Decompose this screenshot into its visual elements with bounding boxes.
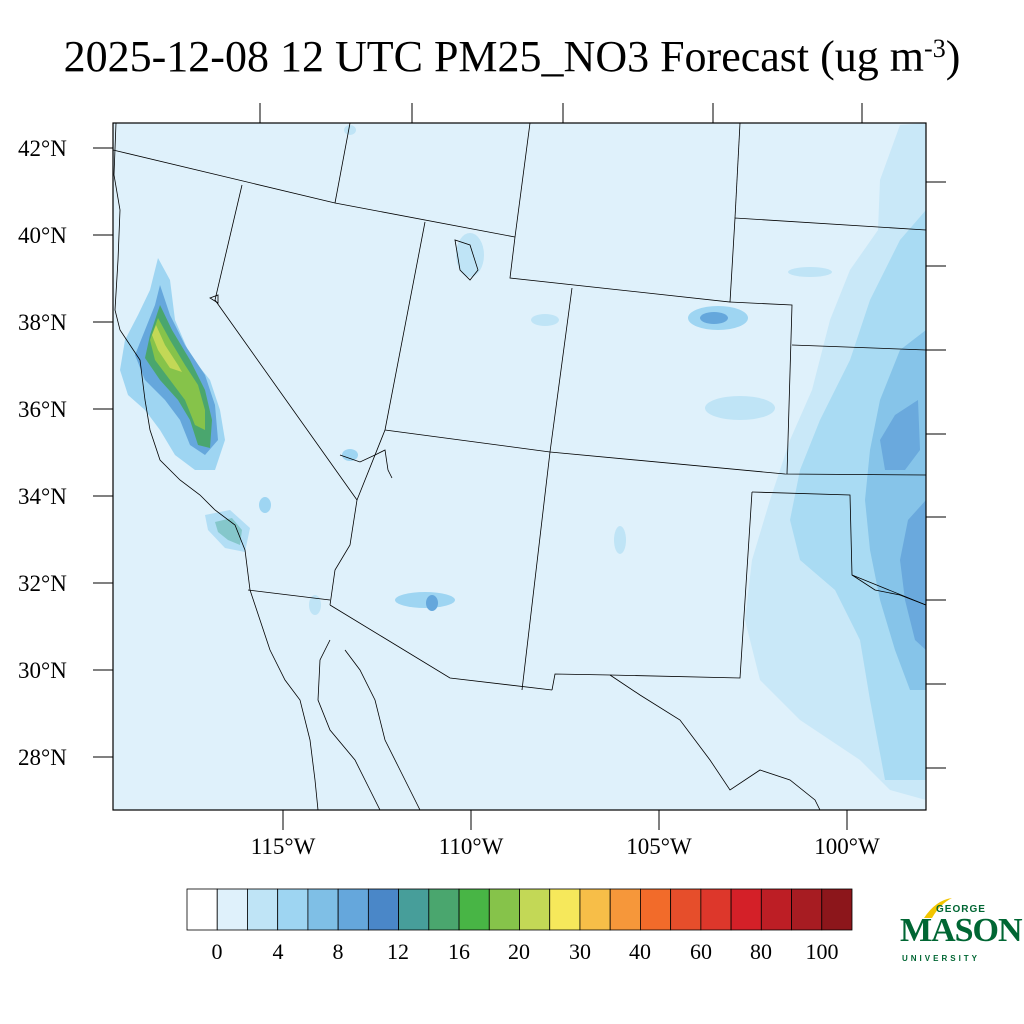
colorbar-swatch (247, 888, 279, 931)
logo-mason: MASON (900, 912, 1023, 949)
lat-label-28: 28°N (18, 745, 67, 770)
colorbar-swatch (307, 888, 339, 931)
logo-university: UNIVERSITY (902, 954, 981, 963)
lat-label-40: 40°N (18, 223, 67, 248)
colorbar-label-60: 60 (690, 939, 712, 964)
ne-colorado-feature (788, 267, 832, 277)
colorbar-swatch (549, 888, 581, 931)
colorbar-label-16: 16 (448, 939, 470, 964)
lat-label-34: 34°N (18, 484, 67, 509)
map-title: 2025-12-08 12 UTC PM25_NO3 Forecast (ug … (0, 22, 1024, 92)
colorbar-swatch (216, 888, 248, 931)
concentration-shading (120, 123, 926, 800)
lat-label-42: 42°N (18, 136, 67, 161)
colorbar-swatch (458, 888, 490, 931)
title-close: ) (945, 32, 961, 81)
lat-label-30: 30°N (18, 658, 67, 683)
colorbar-label-30: 30 (569, 939, 591, 964)
lat-label-36: 36°N (18, 397, 67, 422)
colorbar-swatch (791, 888, 823, 931)
colorbar-swatch (730, 888, 762, 931)
lat-label-38: 38°N (18, 310, 67, 335)
colorbar-swatch (700, 888, 732, 931)
denver-south-feature (705, 396, 775, 420)
logo-george: GEORGE (936, 904, 986, 915)
colorbar-label-100: 100 (805, 939, 839, 964)
george-mason-logo: GEORGE MASON UNIVERSITY (896, 896, 1023, 968)
colorbar-swatch (670, 888, 702, 931)
title-text: 2025-12-08 12 UTC PM25_NO3 Forecast (ug … (63, 32, 925, 81)
phoenix-feature (395, 592, 455, 608)
coastlines (113, 123, 926, 810)
lon-label-100: 100°W (814, 834, 880, 859)
nw-corner-feature (344, 125, 356, 135)
ca-plume-yellow (152, 325, 182, 372)
lat-label-32: 32°N (18, 571, 67, 596)
colorbar-swatch (821, 888, 853, 931)
colorbar-swatch (519, 888, 551, 931)
colorbar-label-40: 40 (629, 939, 651, 964)
nm-feature (614, 526, 626, 554)
inland-feature (259, 497, 271, 513)
lon-label-105: 105°W (626, 834, 692, 859)
title-superscript: -3 (924, 34, 946, 63)
colorbar-swatch (186, 888, 218, 931)
phoenix-core (426, 595, 438, 611)
colorbar-swatch (398, 888, 430, 931)
colorbar (186, 888, 853, 931)
colorbar-swatch (488, 888, 520, 931)
colorbar-label-80: 80 (750, 939, 772, 964)
colorbar-swatch (428, 888, 460, 931)
east-band-core2 (900, 500, 926, 650)
map-frame (112, 122, 927, 811)
logo-swoosh-icon (924, 898, 952, 918)
colorbar-swatch (337, 888, 369, 931)
colorbar-label-4: 4 (272, 939, 284, 964)
colorbar-label-12: 12 (387, 939, 409, 964)
la-patch-light (205, 510, 250, 552)
axis-ticks (93, 103, 946, 830)
vegas-feature (342, 449, 358, 461)
state-boundaries (113, 123, 926, 691)
colorbar-swatch (760, 888, 792, 931)
lon-label-115: 115°W (250, 834, 316, 859)
colorbar-swatch (579, 888, 611, 931)
colorado-hotspot-core (700, 312, 728, 324)
colorbar-label-8: 8 (332, 939, 344, 964)
colorbar-label-20: 20 (508, 939, 530, 964)
colorbar-swatch (609, 888, 641, 931)
wasatch-feature (531, 314, 559, 326)
sonora-feature (309, 595, 321, 615)
colorbar-swatch (640, 888, 672, 931)
lon-label-110: 110°W (438, 834, 504, 859)
colorbar-label-0: 0 (211, 939, 223, 964)
colorbar-swatch (277, 888, 309, 931)
colorbar-swatch (367, 888, 399, 931)
east-band-core (880, 400, 920, 470)
